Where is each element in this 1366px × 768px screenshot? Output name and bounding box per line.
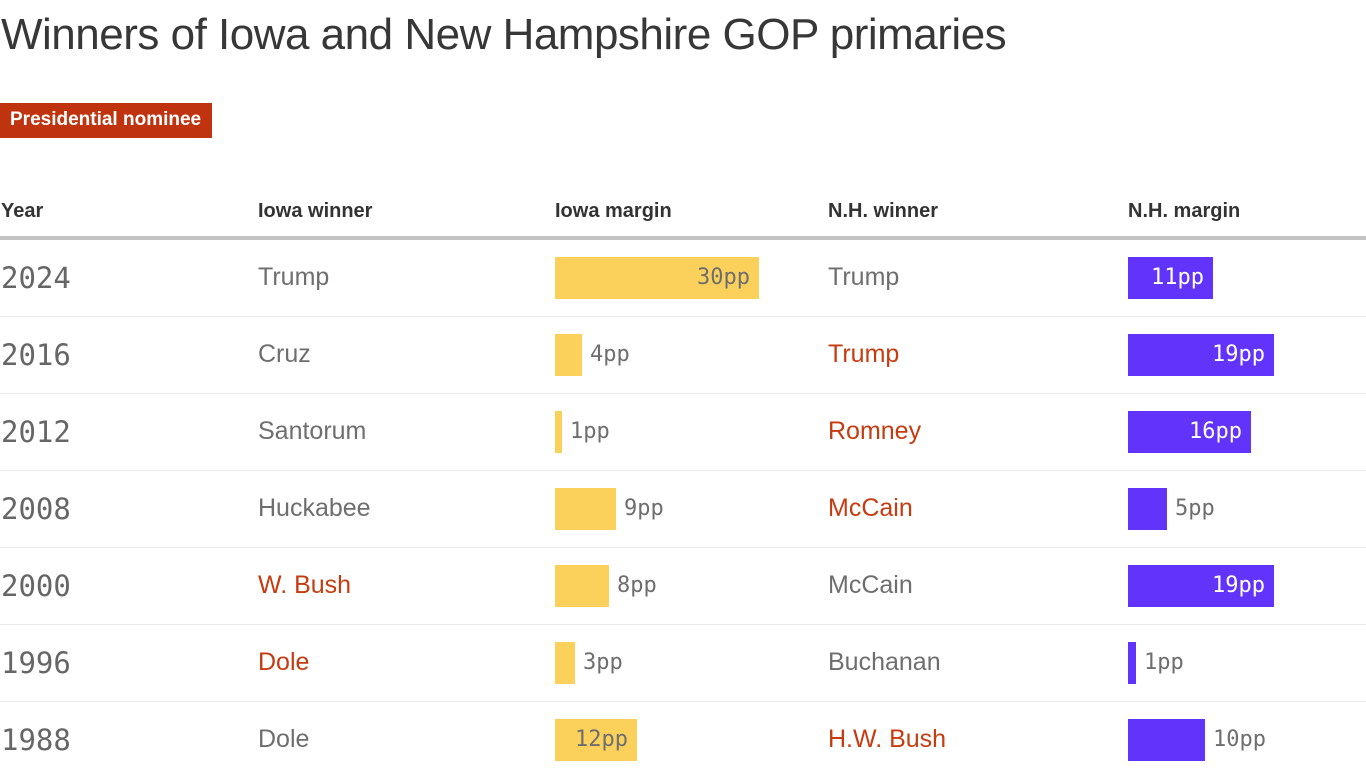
table-row: 2000 W. Bush 8pp McCain 19pp [0, 548, 1366, 625]
nh-margin-bar [1128, 641, 1136, 684]
iowa-margin-cell: 4pp [555, 333, 828, 376]
year-value: 2008 [1, 491, 71, 526]
table-row: 1988 Dole 12pp H.W. Bush 10pp [0, 702, 1366, 768]
iowa-margin-label: 9pp [624, 496, 664, 522]
iowa-margin-bar [555, 410, 562, 453]
nh-margin-bar: 11pp [1128, 256, 1213, 299]
nh-margin-cell: 19pp [1128, 564, 1366, 607]
nh-margin-cell: 19pp [1128, 333, 1366, 376]
table-row: 2024 Trump 30pp Trump 11pp [0, 240, 1366, 317]
nh-margin-label: 10pp [1213, 727, 1266, 753]
column-header-nh-margin: N.H. margin [1128, 199, 1241, 222]
nh-margin-cell: 5pp [1128, 487, 1366, 530]
table-row: 2012 Santorum 1pp Romney 16pp [0, 394, 1366, 471]
nh-margin-label: 11pp [1151, 265, 1204, 291]
iowa-margin-label: 1pp [570, 419, 610, 445]
iowa-margin-bar [555, 641, 575, 684]
iowa-winner-value: Huckabee [258, 494, 371, 523]
year-value: 2000 [1, 568, 71, 603]
page-title: Winners of Iowa and New Hampshire GOP pr… [1, 10, 1007, 59]
nh-margin-label: 1pp [1144, 650, 1184, 676]
iowa-winner-value: W. Bush [258, 571, 352, 600]
iowa-margin-label: 3pp [583, 650, 623, 676]
iowa-margin-cell: 8pp [555, 564, 828, 607]
nh-winner-value: McCain [828, 571, 913, 600]
nh-margin-label: 16pp [1189, 419, 1242, 445]
iowa-margin-bar: 30pp [555, 256, 759, 299]
table-body: 2024 Trump 30pp Trump 11pp 2016 Cruz 4pp… [0, 240, 1366, 768]
nh-margin-cell: 10pp [1128, 718, 1366, 761]
iowa-margin-cell: 3pp [555, 641, 828, 684]
nh-winner-value: Trump [828, 263, 900, 292]
nh-winner-value: Buchanan [828, 648, 941, 677]
nh-margin-bar: 19pp [1128, 333, 1274, 376]
iowa-winner-value: Dole [258, 648, 310, 677]
nh-margin-bar: 19pp [1128, 564, 1274, 607]
iowa-margin-cell: 12pp [555, 718, 828, 761]
iowa-winner-value: Santorum [258, 417, 367, 446]
year-value: 2012 [1, 414, 71, 449]
iowa-margin-bar [555, 333, 582, 376]
column-header-year: Year [1, 199, 44, 222]
iowa-winner-value: Trump [258, 263, 330, 292]
nh-margin-label: 5pp [1175, 496, 1215, 522]
nh-margin-cell: 16pp [1128, 410, 1366, 453]
year-value: 1996 [1, 645, 71, 680]
nh-margin-label: 19pp [1212, 573, 1265, 599]
column-header-iowa-margin: Iowa margin [555, 199, 672, 222]
nh-winner-value: H.W. Bush [828, 725, 947, 754]
iowa-winner-value: Dole [258, 725, 310, 754]
iowa-margin-cell: 9pp [555, 487, 828, 530]
iowa-margin-label: 4pp [590, 342, 630, 368]
nh-margin-bar [1128, 487, 1167, 530]
nominee-legend-badge: Presidential nominee [0, 102, 213, 138]
nh-winner-value: McCain [828, 494, 913, 523]
year-value: 1988 [1, 722, 71, 757]
iowa-margin-cell: 1pp [555, 410, 828, 453]
table-row: 2016 Cruz 4pp Trump 19pp [0, 317, 1366, 394]
table-header: Year Iowa winner Iowa margin N.H. winner… [0, 200, 1366, 240]
iowa-margin-bar [555, 564, 609, 607]
iowa-margin-label: 30pp [697, 265, 750, 291]
table-row: 1996 Dole 3pp Buchanan 1pp [0, 625, 1366, 702]
nh-margin-label: 19pp [1212, 342, 1265, 368]
nh-winner-value: Trump [828, 340, 900, 369]
nh-winner-value: Romney [828, 417, 922, 446]
iowa-margin-cell: 30pp [555, 256, 828, 299]
iowa-margin-label: 12pp [575, 727, 628, 753]
nh-margin-cell: 11pp [1128, 256, 1366, 299]
column-header-nh-winner: N.H. winner [828, 199, 939, 222]
nh-margin-bar: 16pp [1128, 410, 1251, 453]
year-value: 2016 [1, 337, 71, 372]
table-row: 2008 Huckabee 9pp McCain 5pp [0, 471, 1366, 548]
column-header-iowa-winner: Iowa winner [258, 199, 373, 222]
nh-margin-cell: 1pp [1128, 641, 1366, 684]
iowa-winner-value: Cruz [258, 340, 311, 369]
year-value: 2024 [1, 260, 71, 295]
iowa-margin-label: 8pp [617, 573, 657, 599]
iowa-margin-bar: 12pp [555, 718, 637, 761]
iowa-margin-bar [555, 487, 616, 530]
nh-margin-bar [1128, 718, 1205, 761]
